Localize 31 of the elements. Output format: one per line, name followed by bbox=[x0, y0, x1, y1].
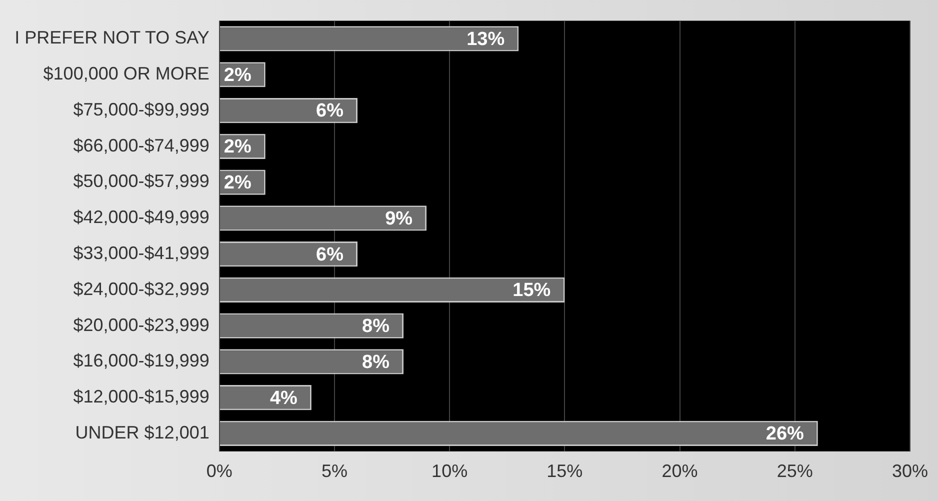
y-tick-label: $66,000-$74,999 bbox=[73, 135, 210, 156]
data-label: 2% bbox=[224, 172, 252, 194]
x-tick-label: 0% bbox=[206, 461, 232, 482]
data-label: 26% bbox=[766, 424, 804, 445]
x-tick-label: 20% bbox=[662, 461, 698, 482]
x-tick-label: 5% bbox=[321, 461, 348, 482]
data-label: 6% bbox=[316, 244, 344, 266]
x-tick-label: 15% bbox=[546, 461, 583, 482]
y-tick-label: $33,000-$41,999 bbox=[73, 243, 210, 264]
data-label: 2% bbox=[224, 64, 252, 86]
data-label: 8% bbox=[362, 352, 390, 373]
y-tick-label: $75,000-$99,999 bbox=[73, 99, 210, 120]
data-label: 15% bbox=[512, 280, 551, 302]
data-label: 8% bbox=[362, 316, 390, 338]
y-tick-label: UNDER $12,001 bbox=[75, 422, 210, 442]
x-tick-label: 30% bbox=[892, 461, 928, 482]
y-tick-label: $42,000-$49,999 bbox=[73, 207, 210, 228]
x-tick-label: 25% bbox=[776, 461, 813, 482]
y-tick-label: $16,000-$19,999 bbox=[73, 350, 210, 371]
x-tick-label: 10% bbox=[432, 461, 468, 482]
data-label: 4% bbox=[270, 388, 298, 409]
y-tick-label: $24,000-$32,999 bbox=[73, 278, 210, 299]
y-tick-label: I PREFER NOT TO SAY bbox=[14, 28, 210, 48]
y-tick-label: $50,000-$57,999 bbox=[73, 171, 210, 192]
data-label: 9% bbox=[385, 208, 413, 230]
y-tick-label: $20,000-$23,999 bbox=[73, 314, 210, 335]
data-label: 13% bbox=[466, 28, 505, 50]
data-label: 2% bbox=[224, 136, 252, 158]
y-tick-label: $100,000 OR MORE bbox=[43, 64, 210, 84]
y-tick-label: $12,000-$15,999 bbox=[73, 386, 210, 407]
data-label: 6% bbox=[316, 100, 344, 122]
